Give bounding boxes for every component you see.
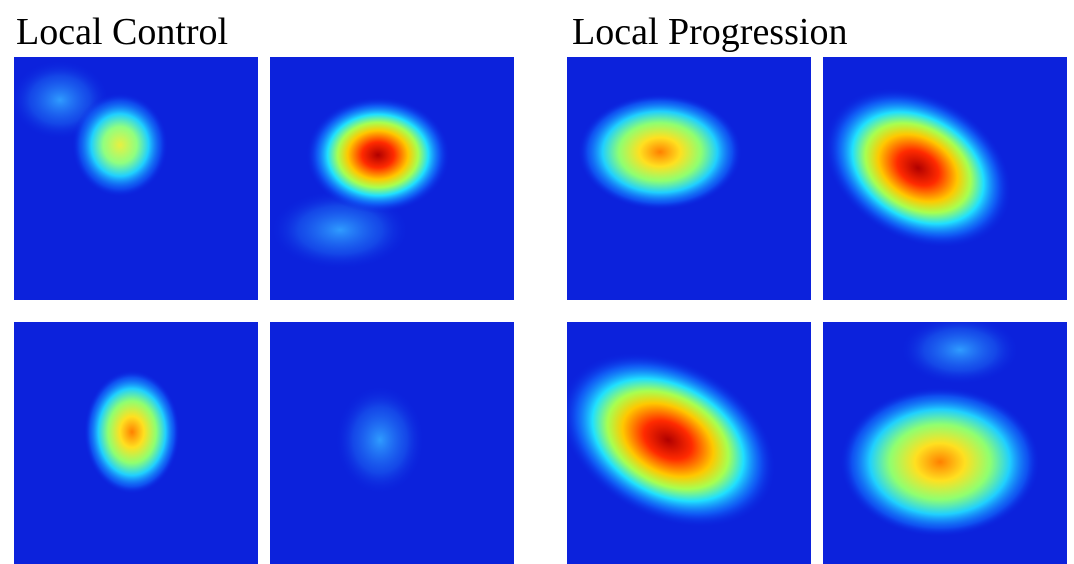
heatmap-panel	[14, 322, 258, 564]
heatmap-panel	[530, 317, 811, 564]
figure: Local Control Local Progression	[0, 0, 1074, 564]
group-title: Local Progression	[572, 11, 847, 53]
group-title: Local Control	[16, 11, 228, 53]
page: {"groups": [{"title": "Local Control"}, …	[0, 0, 1074, 564]
heatmap-panel	[567, 57, 811, 300]
heatmap-panel	[10, 57, 258, 300]
heatmap-panel	[270, 57, 514, 300]
heatmap-panel	[823, 315, 1067, 564]
heatmap-panel	[270, 322, 514, 564]
heatmap-panel	[795, 56, 1067, 300]
